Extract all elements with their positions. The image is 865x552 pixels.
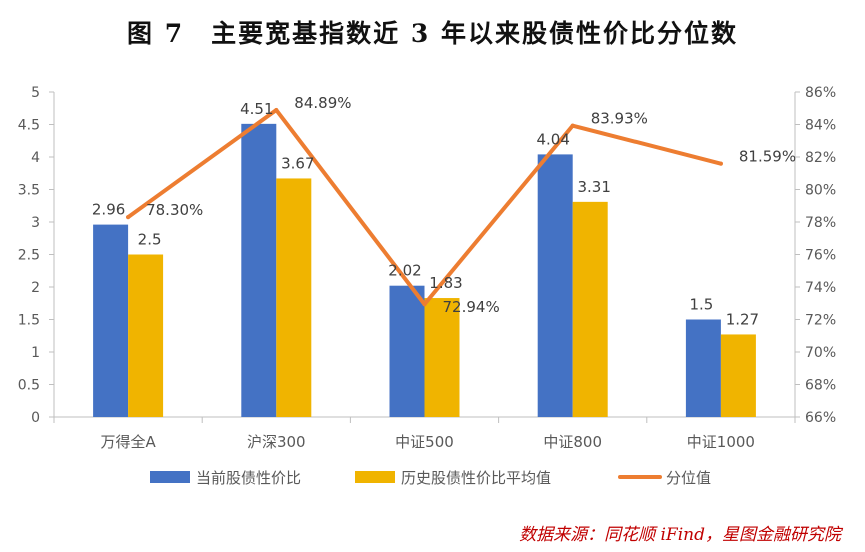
x-tick-label: 沪深300 [247, 433, 306, 451]
bar [537, 154, 573, 417]
bar-data-label: 1.5 [689, 296, 713, 314]
x-tick-label: 万得全A [100, 433, 156, 451]
y-left-tick-label: 2 [31, 280, 40, 296]
y-left-tick-label: 3 [31, 215, 40, 231]
bar [389, 285, 425, 417]
bar-data-label: 3.31 [577, 178, 610, 196]
line-point [274, 108, 279, 113]
line-data-label: 81.59% [739, 148, 796, 166]
y-right-tick-label: 68% [805, 378, 836, 394]
line-data-label: 78.30% [146, 201, 203, 219]
chart-axes: 0 0.5 1 1.5 2 2.5 3 3.5 4 4.5 5 66% 68% 70% 72% 74% 76% 7… [18, 85, 836, 451]
line-data-label: 84.89% [294, 94, 351, 112]
legend-label: 当前股债性价比 [196, 469, 301, 487]
chart-data-labels: 2.96 4.51 2.02 4.04 1.5 2.5 3.67 1.83 3.31 1.27 78… [92, 94, 796, 328]
x-tick-label: 中证1000 [687, 433, 755, 451]
bar-data-label: 2.5 [138, 231, 162, 249]
y-left-tick-label: 3.5 [18, 183, 40, 199]
y-left-tick-label: 1 [31, 345, 40, 361]
y-left-tick-label: 1.5 [18, 313, 40, 329]
percentile-line [126, 108, 723, 307]
line-point [126, 215, 131, 220]
bar [424, 298, 460, 417]
line-point [422, 302, 427, 307]
bar [128, 254, 164, 417]
bar [276, 178, 312, 417]
line-data-label: 72.94% [443, 298, 500, 316]
chart-line [126, 108, 723, 307]
y-right-tick-label: 80% [805, 183, 836, 199]
y-right-tick-label: 72% [805, 313, 836, 329]
y-left-tick-label: 0 [31, 410, 40, 426]
legend-swatch [150, 471, 190, 483]
x-tick-label: 中证500 [395, 433, 454, 451]
y-right-tick-label: 82% [805, 150, 836, 166]
y-right-tick-label: 84% [805, 118, 836, 134]
legend-label: 历史股债性价比平均值 [401, 469, 551, 487]
y-right-tick-label: 78% [805, 215, 836, 231]
y-left-tick-label: 2.5 [18, 248, 40, 264]
bar-data-label: 3.67 [281, 154, 314, 172]
source-note: 数据来源：同花顺 iFind，星图金融研究院 [519, 525, 841, 545]
legend-label: 分位值 [666, 469, 711, 487]
y-right-tick-label: 74% [805, 280, 836, 296]
chart-bars [93, 123, 756, 417]
bar-data-label: 2.96 [92, 201, 125, 219]
bar-data-label: 4.51 [240, 100, 273, 118]
y-right-tick-label: 86% [805, 85, 836, 101]
bar-data-label: 1.83 [429, 274, 462, 292]
y-left-tick-label: 4 [31, 150, 40, 166]
bar [572, 201, 608, 417]
bar [720, 334, 756, 417]
y-right-tick-label: 76% [805, 248, 836, 264]
bar [685, 319, 721, 417]
bar-data-label: 1.27 [726, 310, 759, 328]
bar-data-label: 4.04 [536, 130, 569, 148]
bar [241, 123, 277, 417]
y-right-tick-label: 66% [805, 410, 836, 426]
legend-swatch [355, 471, 395, 483]
y-right-tick-label: 70% [805, 345, 836, 361]
line-data-label: 83.93% [591, 110, 648, 128]
line-point [570, 123, 575, 128]
y-left-tick-label: 0.5 [18, 378, 40, 394]
line-point [718, 161, 723, 166]
y-left-tick-label: 5 [31, 85, 40, 101]
chart-legend: 当前股债性价比 历史股债性价比平均值 分位值 [150, 469, 711, 487]
y-left-tick-label: 4.5 [18, 118, 40, 134]
x-tick-label: 中证800 [543, 433, 602, 451]
bar [93, 224, 129, 417]
chart-title: 图 7 主要宽基指数近 3 年以来股债性价比分位数 [127, 19, 738, 48]
bar-data-label: 2.02 [388, 262, 421, 280]
